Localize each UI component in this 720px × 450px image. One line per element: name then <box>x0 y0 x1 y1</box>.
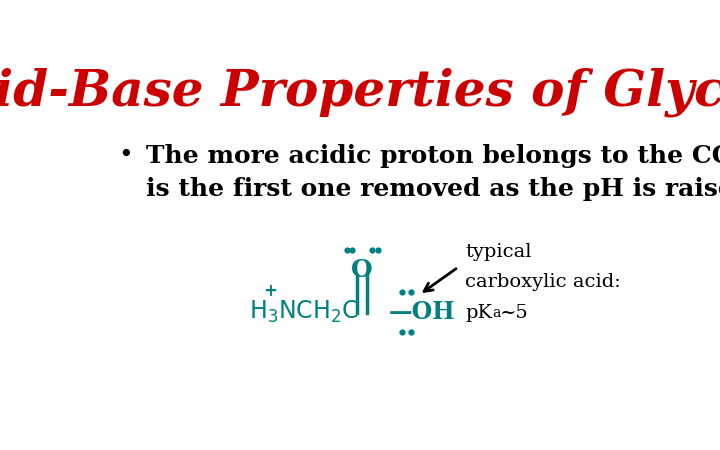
Text: typical: typical <box>465 243 531 261</box>
Text: a: a <box>492 306 500 320</box>
Text: The more acidic proton belongs to the COOH group.  It: The more acidic proton belongs to the CO… <box>145 144 720 168</box>
Text: pK: pK <box>465 304 492 322</box>
Text: Acid-Base Properties of Glycine: Acid-Base Properties of Glycine <box>0 68 720 117</box>
Text: •: • <box>118 144 132 167</box>
Text: $\mathsf{H_3NCH_2C}$: $\mathsf{H_3NCH_2C}$ <box>249 299 359 325</box>
Text: carboxylic acid:: carboxylic acid: <box>465 273 621 291</box>
Text: O: O <box>351 257 373 282</box>
Text: +: + <box>264 282 277 300</box>
Text: —OH: —OH <box>389 300 456 324</box>
Text: ~5: ~5 <box>500 304 529 322</box>
Text: is the first one removed as the pH is raised.: is the first one removed as the pH is ra… <box>145 177 720 201</box>
